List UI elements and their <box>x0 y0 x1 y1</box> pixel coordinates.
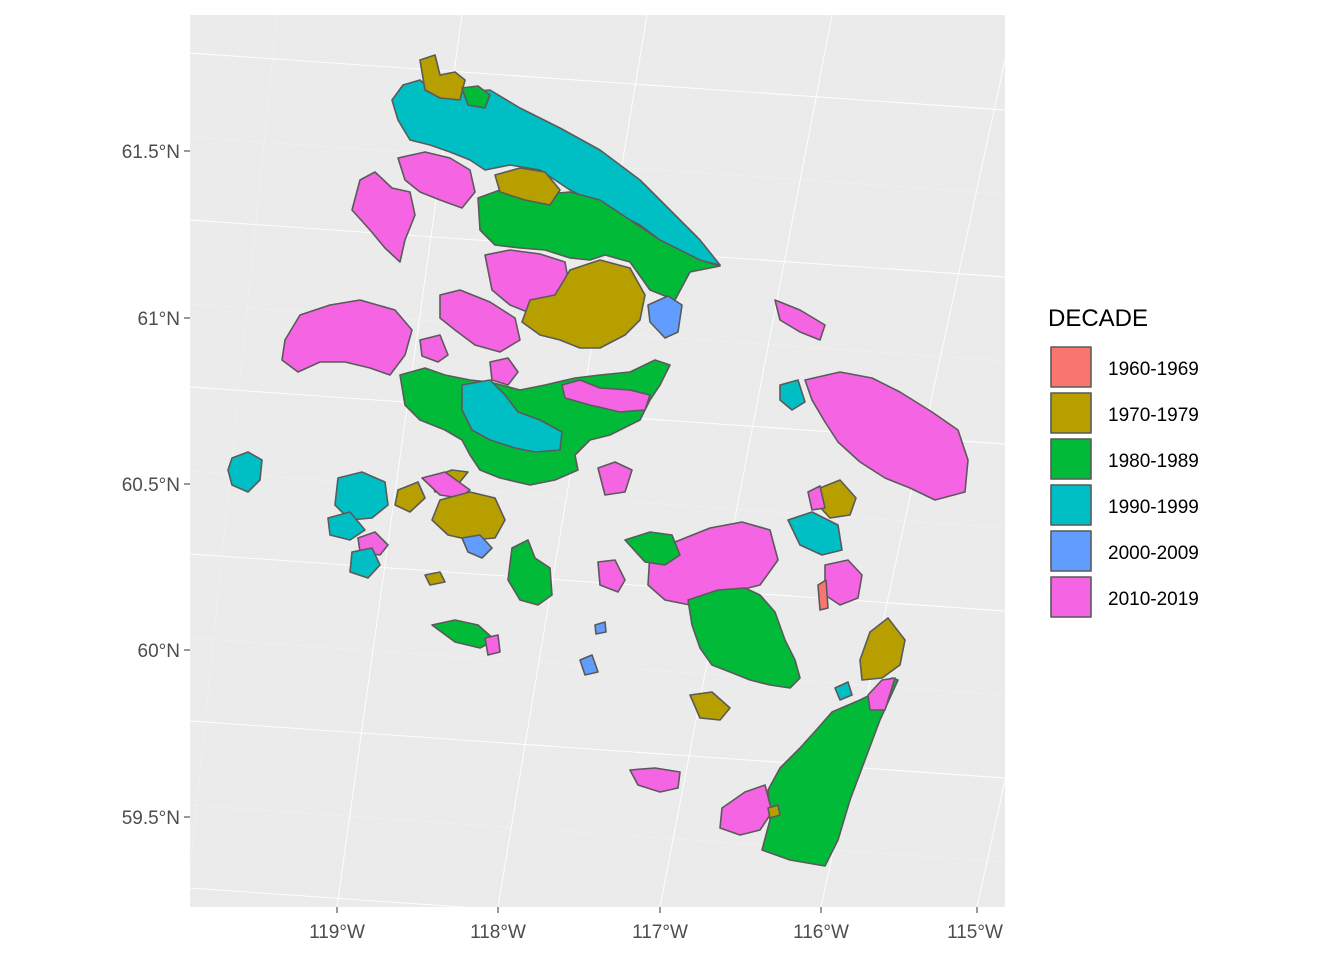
legend-item-1990-1999: 1990-1999 <box>1050 484 1199 526</box>
legend-item-2010-2019: 2010-2019 <box>1050 576 1199 618</box>
fire-polygon <box>807 485 826 511</box>
fire-polygon <box>817 579 829 611</box>
y-tick-label: 61°N <box>138 309 180 330</box>
x-tick-label: 119°W <box>309 922 365 943</box>
legend-label: 2010-2019 <box>1108 589 1199 610</box>
y-axis: 61.5°N 61°N 60.5°N 60°N 59.5°N <box>122 142 190 829</box>
fire-polygon <box>461 534 493 559</box>
graticule-lat-59-5 <box>190 720 1005 779</box>
fire-polygon <box>867 677 896 711</box>
graticule-minor-5 <box>190 804 1005 863</box>
legend-item-1960-1969: 1960-1969 <box>1049 345 1199 389</box>
fire-polygon <box>507 539 553 606</box>
fire-polygon <box>281 299 413 376</box>
graticule-lon-117 <box>659 15 833 907</box>
legend-label: 1970-1979 <box>1108 405 1199 426</box>
legend-title: DECADE <box>1048 305 1148 332</box>
legend-item-2000-2009: 2000-2009 <box>1050 530 1199 572</box>
fire-polygon <box>834 681 853 701</box>
x-axis: 119°W 118°W 117°W 116°W 115°W <box>309 907 1003 943</box>
fire-polygon <box>804 371 969 501</box>
fire-polygon <box>227 451 263 493</box>
graticule-minor-3 <box>190 470 1005 529</box>
fire-polygon <box>334 471 389 521</box>
fire-polygon <box>859 617 906 681</box>
legend-label: 1960-1969 <box>1108 359 1199 380</box>
fire-polygon <box>647 521 779 606</box>
graticule-lon-minor-a <box>190 15 278 871</box>
graticule-lat-59 <box>190 887 469 907</box>
fire-polygon <box>461 85 491 109</box>
legend-label: 1990-1999 <box>1108 497 1199 518</box>
legend-label: 1980-1989 <box>1108 451 1199 472</box>
fire-polygon <box>787 511 843 556</box>
x-tick-label: 117°W <box>632 922 688 943</box>
y-tick-label: 60°N <box>138 641 180 662</box>
legend-item-1970-1979: 1970-1979 <box>1050 392 1199 434</box>
fire-polygon <box>351 171 416 263</box>
fire-polygon <box>767 804 781 819</box>
fire-polygons <box>227 54 969 867</box>
legend-swatch <box>1050 346 1092 388</box>
fire-polygon <box>597 559 626 593</box>
legend-swatch <box>1050 484 1092 526</box>
fire-polygon <box>439 289 521 353</box>
fire-polygon <box>327 511 366 541</box>
fire-polygon <box>689 691 731 721</box>
fire-polygon <box>687 587 801 689</box>
fire-polygon <box>521 259 646 349</box>
legend-swatch <box>1050 392 1092 434</box>
fire-polygon <box>349 547 381 579</box>
x-tick-label: 115°W <box>947 922 1003 943</box>
legend-swatch <box>1050 530 1092 572</box>
fire-polygon <box>579 654 599 676</box>
fire-polygon <box>774 299 826 341</box>
graticule-lat-61-5 <box>190 52 1005 111</box>
fire-polygon <box>394 481 426 513</box>
graticule-lon-115 <box>976 779 1005 907</box>
fire-polygon <box>431 491 506 541</box>
fire-polygon <box>624 531 681 566</box>
fire-polygon <box>719 784 773 836</box>
legend: DECADE 1960-1969 1970-1979 1980-1989 199… <box>1048 305 1199 618</box>
legend-swatch <box>1050 576 1092 618</box>
fire-polygon <box>489 357 519 386</box>
x-tick-label: 118°W <box>470 922 526 943</box>
fire-polygon <box>647 295 683 339</box>
x-tick-label: 116°W <box>793 922 849 943</box>
fire-polygon <box>779 379 806 411</box>
fire-polygon <box>397 151 476 209</box>
fire-polygon <box>561 379 651 413</box>
y-tick-label: 61.5°N <box>122 142 180 163</box>
fire-polygon <box>629 767 681 793</box>
legend-label: 2000-2009 <box>1108 543 1199 564</box>
fire-polygon <box>419 334 449 363</box>
fire-polygon <box>424 571 446 586</box>
y-tick-label: 60.5°N <box>122 475 180 496</box>
graticule-lat-60 <box>190 553 1005 612</box>
fire-polygon <box>594 621 607 635</box>
y-tick-label: 59.5°N <box>122 808 180 829</box>
fire-polygon <box>391 79 721 266</box>
fire-polygon <box>597 461 633 496</box>
legend-item-1980-1989: 1980-1989 <box>1050 438 1199 480</box>
fire-polygon <box>494 167 561 206</box>
fire-polygon <box>484 634 501 656</box>
fire-polygon <box>419 54 466 101</box>
legend-swatch <box>1050 438 1092 480</box>
fire-polygon <box>461 379 563 453</box>
